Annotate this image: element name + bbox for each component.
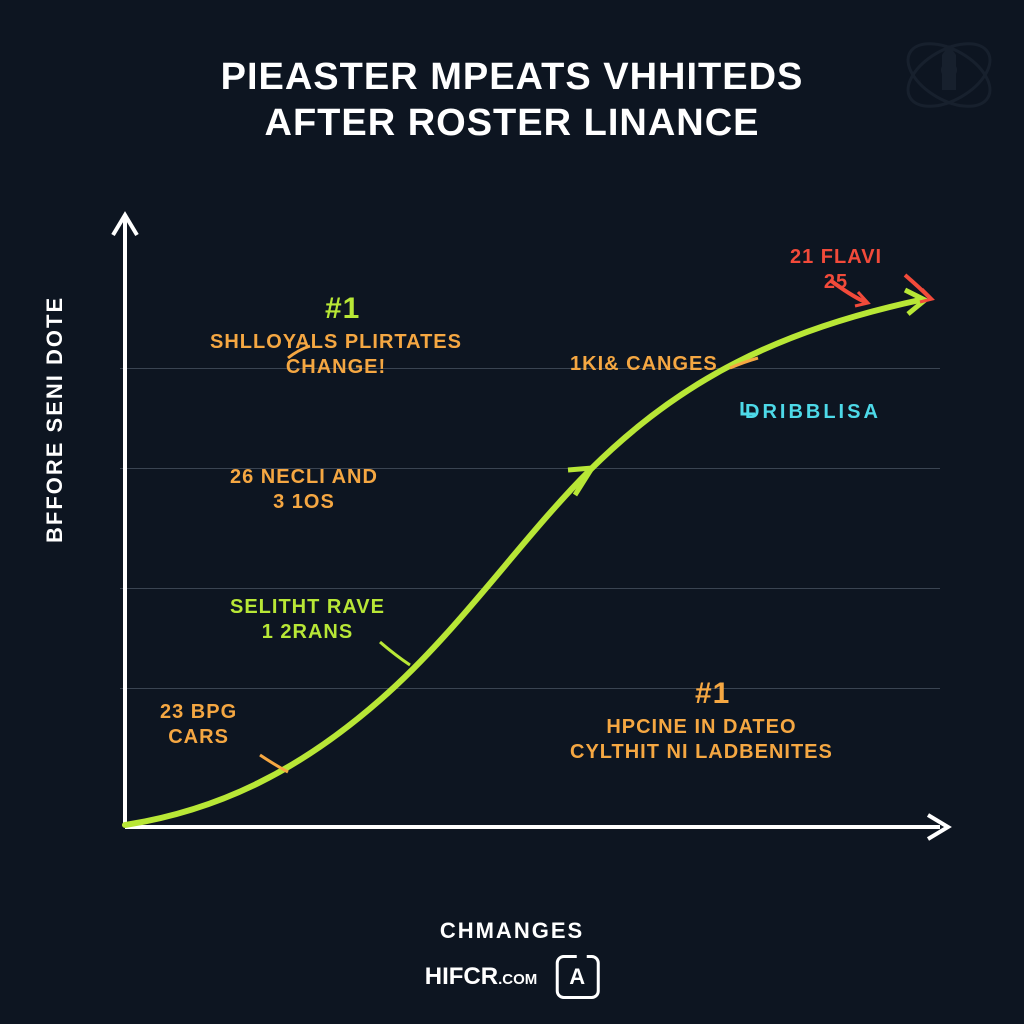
annotation-hash2: #1 — [695, 675, 730, 713]
annotation-bpg: 23 BPG CARS — [160, 700, 237, 750]
annotation-canges: 1KI& CANGES — [570, 352, 718, 377]
chart-title: PIEASTER MPEATS VHHITEDS AFTER ROSTER LI… — [0, 0, 1024, 146]
title-line1: PIEASTER MPEATS VHHITEDS — [0, 55, 1024, 101]
annotation-hash1: #1 — [325, 290, 360, 328]
annotation-necli: 26 NECLI AND 3 1OS — [230, 465, 378, 515]
corner-watermark — [894, 20, 1004, 135]
title-line2: AFTER ROSTER LINANCE — [0, 101, 1024, 147]
annotation-hpcine: HPCINE IN DATEO CYLTHIT NI LADBENITES — [570, 715, 833, 765]
footer: HIFCR.COM A — [425, 955, 600, 999]
y-axis-label: BFFORE SENI DOTE — [42, 296, 68, 543]
footer-brand: HIFCR.COM — [425, 963, 538, 991]
annotation-flavi: 21 FLAVI 25 — [790, 245, 882, 295]
chart-area: 21 FLAVI 25 #1 SHLLOYALS PLIRTATES CHANG… — [120, 210, 940, 850]
annotation-selitht: SELITHT RAVE 1 2RANS — [230, 595, 385, 645]
chart-svg — [120, 210, 960, 850]
annotation-shlloyals: SHLLOYALS PLIRTATES CHANGE! — [210, 330, 462, 380]
footer-icon: A — [555, 955, 599, 999]
annotation-dribblisa: DRIBBLISA — [745, 400, 881, 425]
x-axis-label: CHMANGES — [440, 918, 584, 944]
